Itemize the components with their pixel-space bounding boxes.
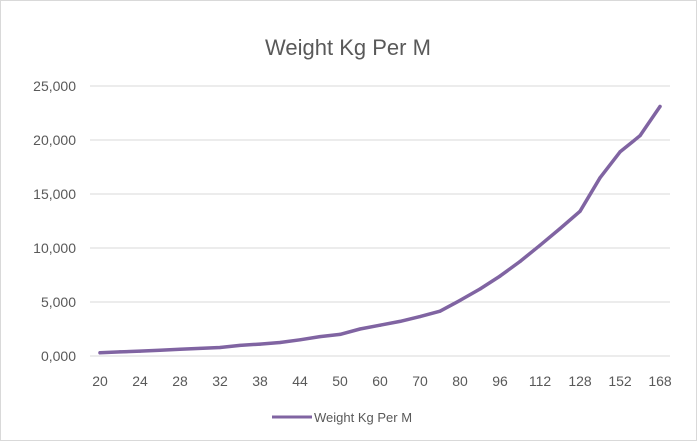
data-point xyxy=(358,327,362,331)
x-tick-label: 50 xyxy=(332,373,348,389)
data-point xyxy=(478,287,482,291)
data-point xyxy=(338,332,342,336)
legend-label: Weight Kg Per M xyxy=(314,410,412,425)
y-tick-label: 15,000 xyxy=(33,186,76,202)
data-point xyxy=(578,209,582,213)
data-point xyxy=(558,226,562,231)
x-tick-label: 152 xyxy=(608,373,632,389)
data-point xyxy=(118,350,122,354)
data-point xyxy=(298,338,302,342)
legend: Weight Kg Per M xyxy=(272,410,412,425)
y-tick-label: 0,000 xyxy=(41,348,76,364)
data-point xyxy=(438,309,442,313)
x-tick-label: 128 xyxy=(568,373,592,389)
data-point xyxy=(518,259,522,264)
data-point xyxy=(538,243,542,247)
series-group xyxy=(98,104,662,355)
x-tick-label: 60 xyxy=(372,373,388,389)
x-tick-label: 80 xyxy=(452,373,468,389)
chart-title: Weight Kg Per M xyxy=(265,35,431,60)
data-point xyxy=(218,345,222,350)
data-point xyxy=(498,274,502,278)
x-tick-label: 38 xyxy=(252,373,268,389)
x-tick-label: 24 xyxy=(132,373,148,389)
data-point xyxy=(198,346,202,351)
x-axis-ticks: 20 24 28 32 38 44 50 60 70 80 96 112 128 152 168 xyxy=(92,373,672,389)
y-tick-label: 25,000 xyxy=(33,78,76,94)
data-point xyxy=(258,342,262,346)
x-tick-label: 44 xyxy=(292,373,308,389)
x-tick-label: 28 xyxy=(172,373,188,389)
data-point xyxy=(98,351,102,355)
data-point xyxy=(398,319,402,324)
x-tick-label: 112 xyxy=(529,373,552,389)
y-tick-label: 10,000 xyxy=(33,240,76,256)
x-tick-label: 20 xyxy=(92,373,108,389)
x-tick-label: 32 xyxy=(212,373,228,389)
data-point xyxy=(378,323,382,327)
data-point xyxy=(618,150,622,154)
y-tick-label: 20,000 xyxy=(33,132,76,148)
series-line xyxy=(98,104,662,355)
data-point xyxy=(278,340,282,345)
x-tick-label: 70 xyxy=(412,373,428,389)
x-tick-label: 96 xyxy=(492,373,508,389)
data-point xyxy=(138,349,142,353)
data-point xyxy=(638,134,642,138)
data-point xyxy=(158,348,162,352)
data-point xyxy=(458,298,462,302)
y-tick-label: 5,000 xyxy=(41,294,76,310)
data-point xyxy=(318,334,322,339)
data-point xyxy=(658,104,662,109)
gridlines xyxy=(90,85,670,357)
data-point xyxy=(418,314,422,319)
data-point xyxy=(598,176,602,180)
data-point xyxy=(238,343,242,348)
y-axis-ticks: 0,000 5,000 10,000 15,000 20,000 25,000 xyxy=(33,78,76,364)
data-point xyxy=(178,347,182,351)
x-tick-label: 168 xyxy=(648,373,672,389)
